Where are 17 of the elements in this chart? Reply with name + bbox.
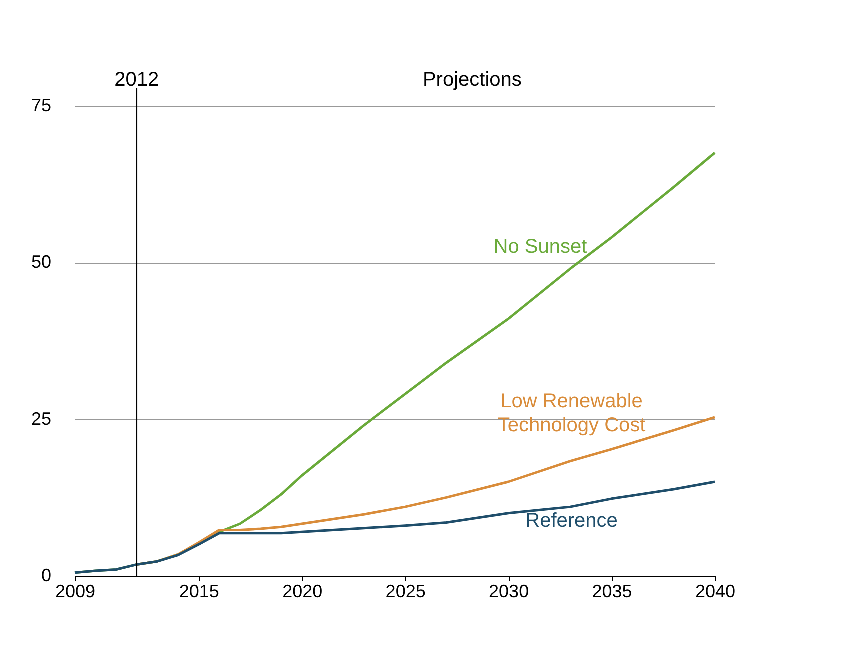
- line-series: [74, 480, 716, 574]
- x-tick-label: 2009: [55, 582, 96, 602]
- series-label: Low Renewable Technology Cost: [498, 390, 646, 436]
- series-label: Reference: [526, 510, 618, 532]
- x-tick-label: 2020: [282, 582, 323, 602]
- x-tick-label: 2035: [592, 582, 632, 602]
- x-tick-label: 2025: [386, 582, 426, 602]
- x-tick-label: 2040: [695, 582, 736, 602]
- x-tick-label: 2030: [489, 582, 530, 602]
- series-label: No Sunset: [494, 236, 588, 258]
- y-tick-label: 75: [31, 96, 52, 116]
- text: Projections: [422, 69, 522, 91]
- ref-line-label: 2012: [114, 69, 160, 91]
- y-tick-label: 0: [41, 566, 52, 586]
- x-tick-label: 2015: [179, 582, 220, 602]
- y-tick-label: 50: [31, 252, 52, 272]
- y-tick-label: 25: [31, 408, 52, 429]
